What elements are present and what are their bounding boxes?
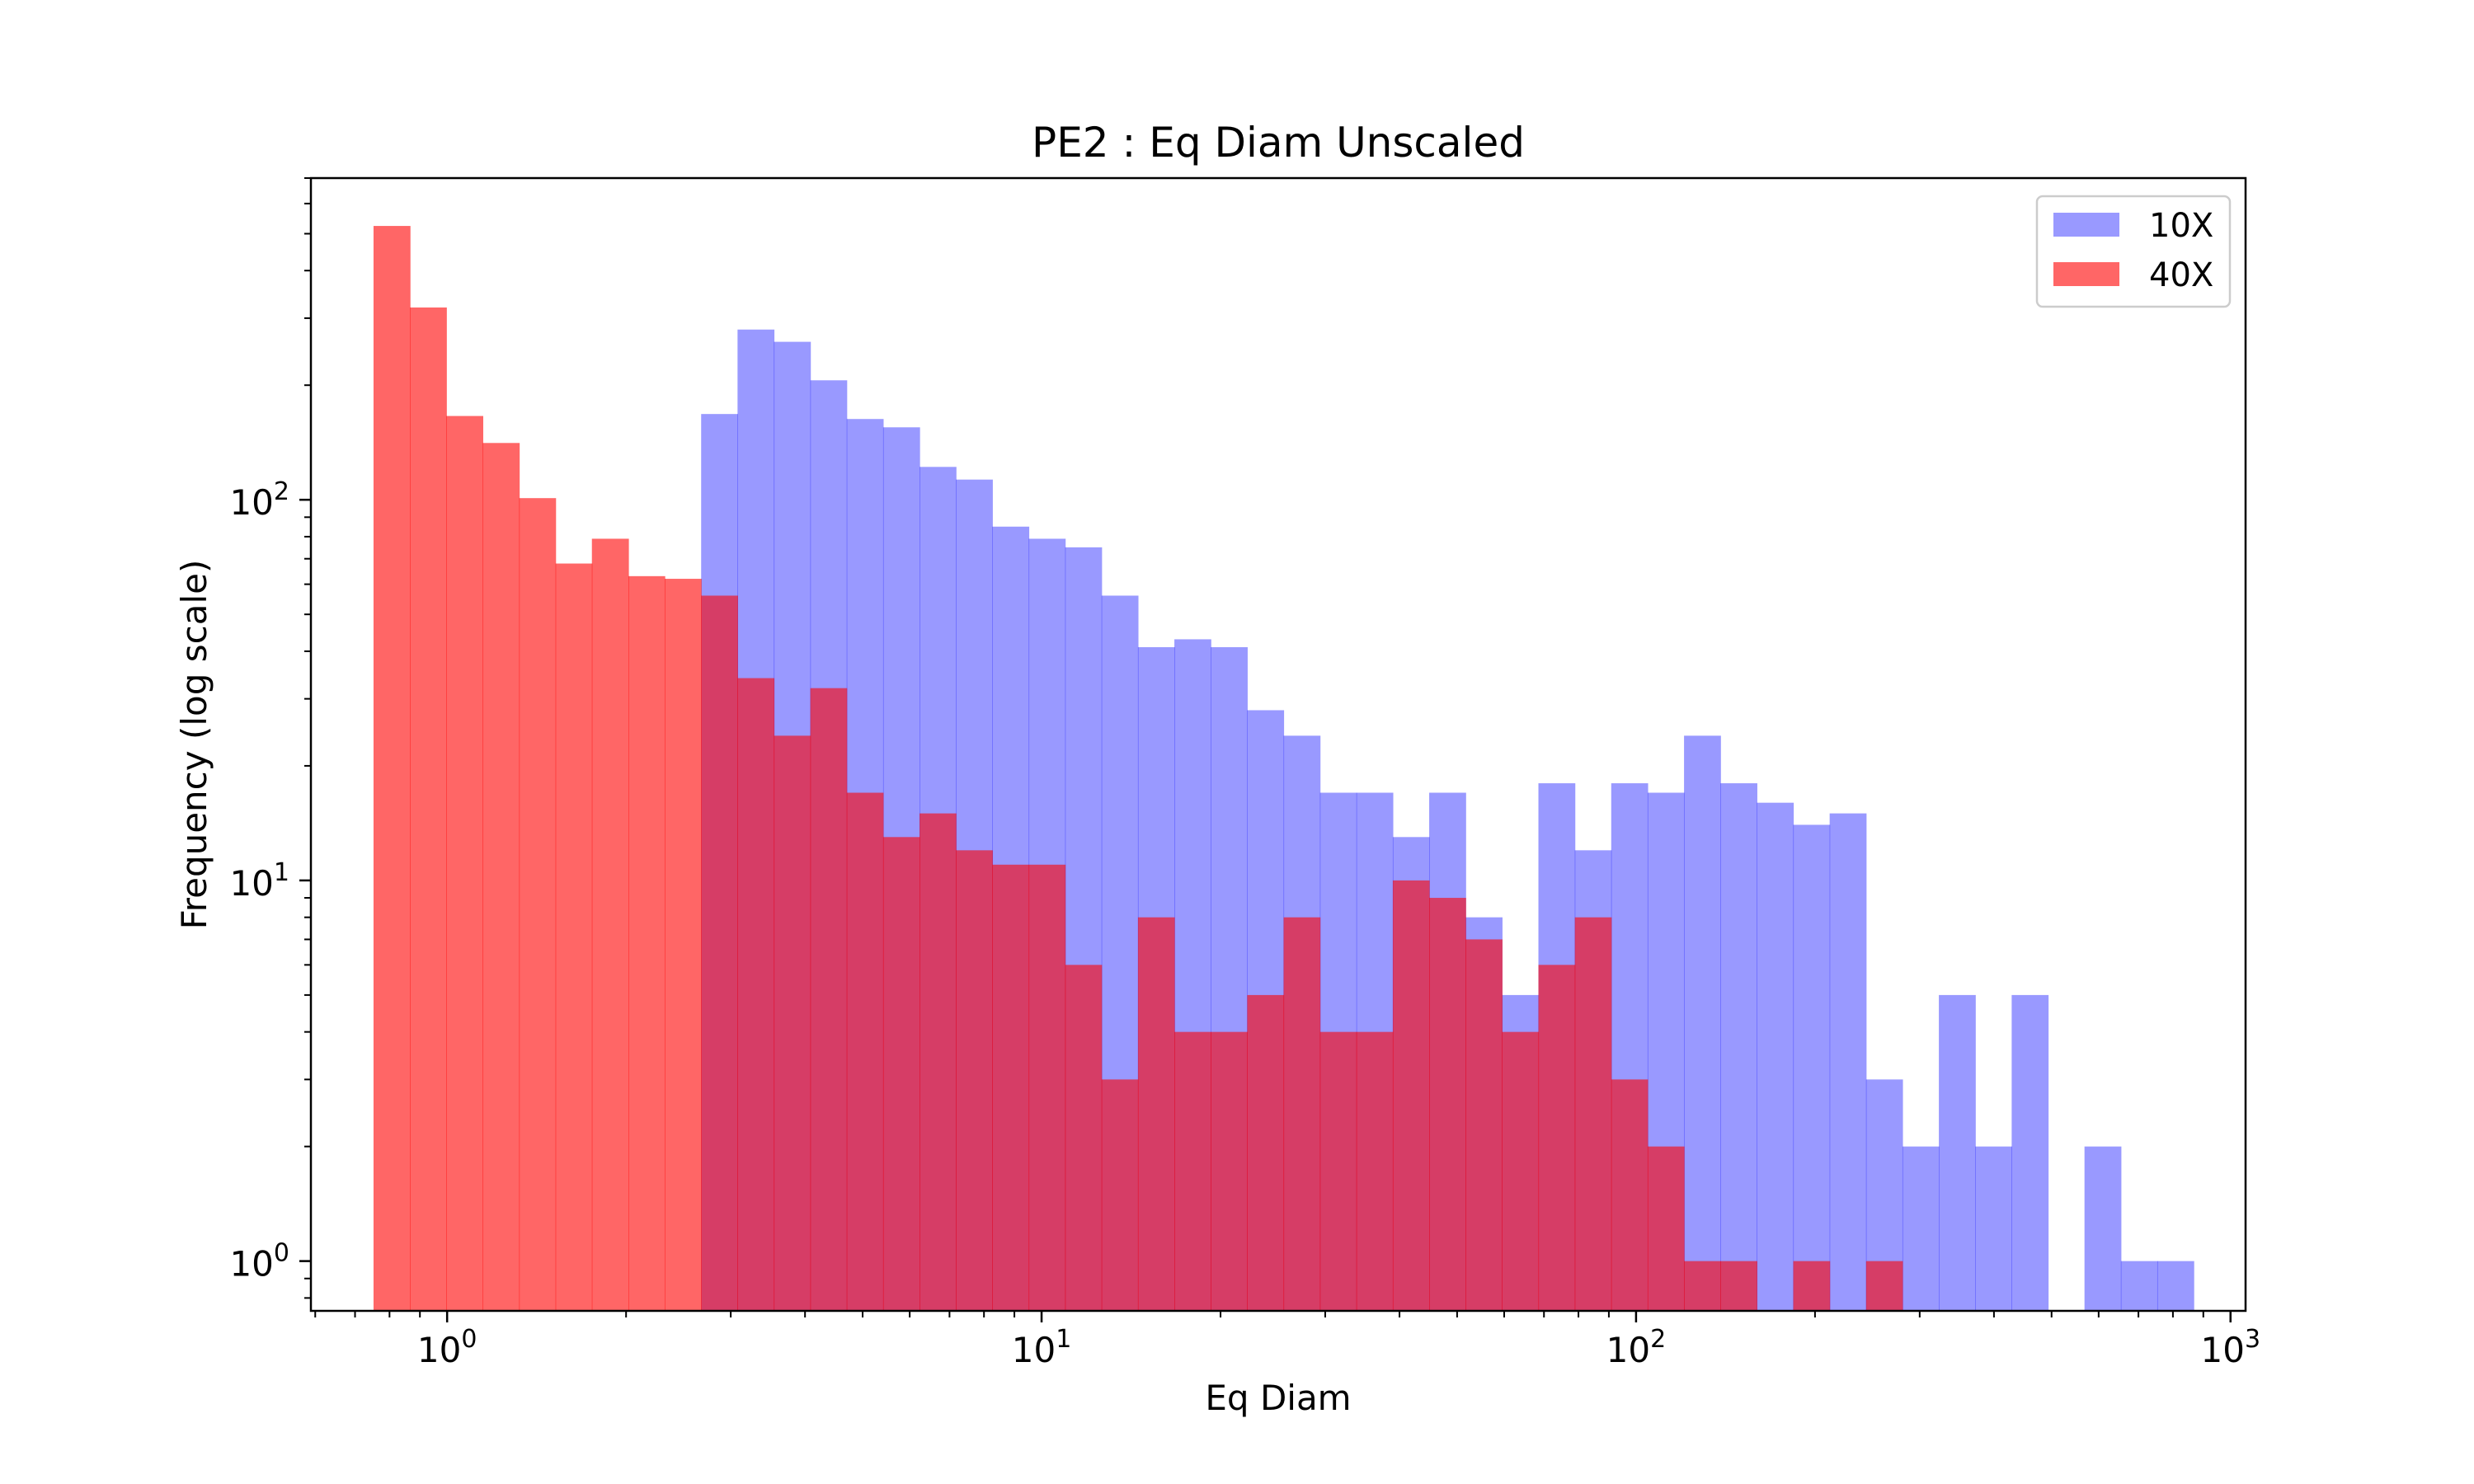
y-tick-label: 101 <box>229 858 289 904</box>
bar-10x-39 <box>1793 824 1831 1311</box>
bar-40x-1 <box>410 307 447 1312</box>
bar-40x-2 <box>446 416 483 1311</box>
bar-40x-14 <box>882 837 920 1311</box>
legend-label-40x: 40X <box>2149 256 2213 294</box>
bar-40x-32 <box>1538 965 1576 1311</box>
bars-layer <box>373 226 2194 1312</box>
bar-40x-23 <box>1211 1031 1248 1311</box>
bar-10x-36 <box>1684 735 1721 1311</box>
bar-40x-39 <box>1793 1261 1831 1311</box>
bar-10x-49 <box>2157 1261 2194 1311</box>
bar-40x-4 <box>519 498 557 1311</box>
bar-40x-8 <box>665 579 702 1311</box>
bar-40x-15 <box>920 813 957 1311</box>
bar-40x-29 <box>1429 898 1466 1311</box>
bar-40x-24 <box>1247 994 1285 1311</box>
bar-10x-40 <box>1829 813 1867 1311</box>
plot-frame <box>309 176 2247 1313</box>
bar-40x-17 <box>992 864 1030 1311</box>
y-tick-label: 102 <box>229 477 289 523</box>
series-40x <box>373 226 1903 1312</box>
x-tick-label: 102 <box>1606 1325 1667 1370</box>
x-tick-label: 103 <box>2200 1325 2260 1370</box>
bar-40x-34 <box>1611 1079 1649 1311</box>
bar-40x-26 <box>1319 1031 1357 1311</box>
bar-10x-45 <box>2011 994 2049 1311</box>
bar-40x-20 <box>1101 1079 1139 1311</box>
bar-40x-9 <box>701 595 738 1311</box>
bar-10x-42 <box>1902 1146 1940 1311</box>
bar-40x-30 <box>1465 939 1503 1311</box>
y-axis-label: Frequency (log scale) <box>174 560 214 930</box>
bar-40x-21 <box>1137 917 1175 1311</box>
legend: 10X 40X <box>2035 195 2232 308</box>
bar-10x-38 <box>1757 802 1794 1311</box>
bar-40x-7 <box>628 575 666 1311</box>
bar-10x-43 <box>1939 994 1976 1311</box>
bar-40x-31 <box>1502 1031 1540 1311</box>
bar-40x-19 <box>1065 965 1103 1311</box>
bar-40x-27 <box>1356 1031 1394 1311</box>
bar-40x-3 <box>482 443 520 1311</box>
bar-40x-41 <box>1865 1261 1903 1311</box>
x-tick-label: 101 <box>1012 1325 1072 1370</box>
bar-40x-5 <box>555 563 593 1311</box>
bar-40x-6 <box>591 538 629 1311</box>
bar-40x-36 <box>1684 1261 1721 1311</box>
bar-40x-0 <box>373 226 411 1311</box>
bar-40x-13 <box>846 792 884 1311</box>
bar-40x-28 <box>1392 880 1430 1311</box>
x-axis-label: Eq Diam <box>1205 1378 1351 1418</box>
x-axis: 100 101 102 103 <box>314 1311 2260 1370</box>
bar-40x-22 <box>1174 1031 1211 1311</box>
y-axis: 100 101 102 <box>229 177 311 1299</box>
x-tick-label: 100 <box>417 1325 477 1370</box>
bar-10x-47 <box>2084 1146 2122 1311</box>
bar-40x-12 <box>810 688 848 1311</box>
bar-10x-48 <box>2120 1261 2158 1311</box>
bar-40x-16 <box>956 850 993 1311</box>
bar-40x-35 <box>1647 1146 1685 1311</box>
bar-40x-11 <box>774 735 811 1311</box>
legend-swatch-10x <box>2053 213 2119 237</box>
bar-40x-25 <box>1283 917 1321 1311</box>
bar-10x-37 <box>1720 783 1757 1311</box>
bar-40x-10 <box>737 678 775 1311</box>
chart-title: PE2 : Eq Diam Unscaled <box>1032 119 1525 167</box>
bar-10x-44 <box>1975 1146 2012 1311</box>
bar-40x-37 <box>1720 1261 1757 1311</box>
bar-40x-33 <box>1574 917 1612 1311</box>
y-tick-label: 100 <box>229 1239 289 1284</box>
legend-swatch-40x <box>2053 262 2119 286</box>
legend-label-10x: 10X <box>2149 207 2213 245</box>
bar-40x-18 <box>1028 864 1066 1311</box>
